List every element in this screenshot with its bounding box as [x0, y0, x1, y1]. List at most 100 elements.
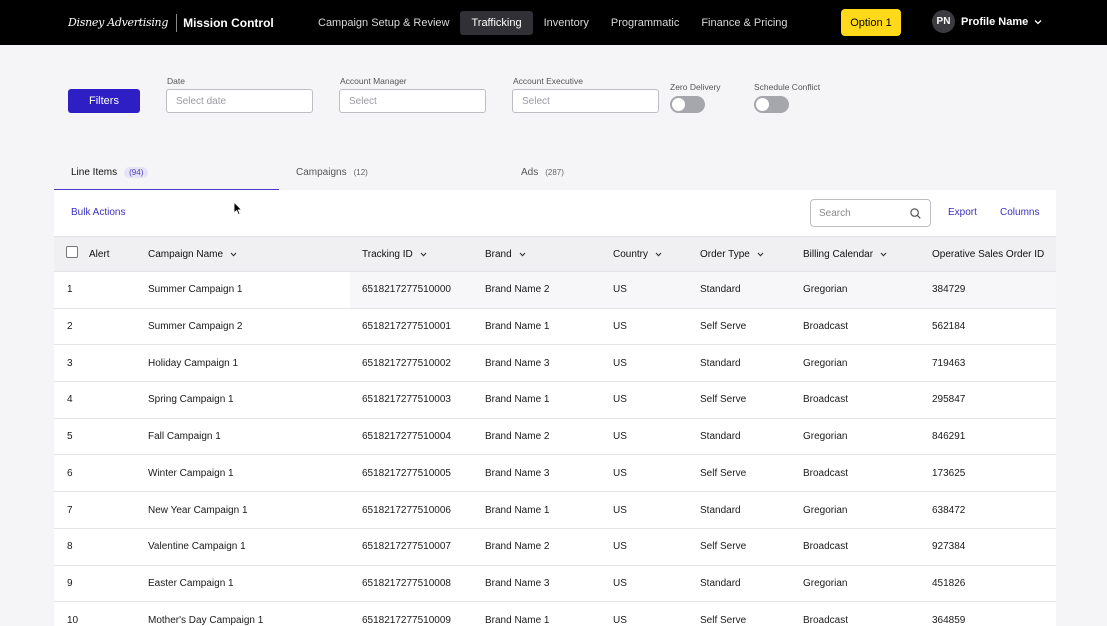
brand[interactable]: Disney Advertising Mission Control	[68, 0, 274, 45]
billing-calendar-cell: Broadcast	[803, 467, 849, 479]
sales-order-id-cell: 719463	[932, 357, 966, 369]
column-header-order-type[interactable]: Order Type	[700, 237, 764, 272]
tracking-id-cell: 6518217277510007	[362, 541, 451, 553]
sort-chevron-icon	[655, 252, 662, 257]
order-type-cell: Standard	[700, 431, 741, 443]
tab-ads[interactable]: Ads (287)	[521, 155, 564, 190]
sort-chevron-icon	[880, 252, 887, 257]
column-header-label: Billing Calendar	[803, 249, 874, 260]
option-button[interactable]: Option 1	[841, 9, 901, 36]
campaign-name-cell: Fall Campaign 1	[148, 431, 221, 443]
brand-cell: Brand Name 1	[485, 321, 550, 333]
brand-cell: Brand Name 1	[485, 614, 550, 626]
table-row[interactable]: 8 Valentine Campaign 1 6518217277510007 Bra…	[54, 528, 1056, 566]
account-manager-select[interactable]: Select	[339, 89, 486, 113]
tracking-id-cell: 6518217277510002	[362, 357, 451, 369]
country-cell: US	[613, 431, 627, 443]
schedule-conflict-toggle[interactable]	[754, 96, 789, 113]
country-cell: US	[613, 467, 627, 479]
column-header-country[interactable]: Country	[613, 237, 662, 272]
date-label: Date	[167, 76, 185, 86]
table-row[interactable]: 10 Mother's Day Campaign 1 651821727751000…	[54, 602, 1056, 626]
zero-delivery-label: Zero Delivery	[670, 82, 721, 92]
row-number: 8	[67, 541, 73, 553]
profile-menu[interactable]: PN Profile Name	[932, 10, 1042, 33]
sales-order-id-cell: 384729	[932, 284, 966, 296]
mouse-cursor-icon	[233, 201, 243, 216]
brand-logo: Disney Advertising	[68, 16, 169, 29]
order-type-cell: Self Serve	[700, 321, 747, 333]
country-cell: US	[613, 541, 627, 553]
billing-calendar-cell: Gregorian	[803, 357, 848, 369]
select-all-checkbox[interactable]	[66, 246, 78, 258]
account-executive-label: Account Executive	[513, 76, 583, 86]
nav-campaign-setup-review[interactable]: Campaign Setup & Review	[318, 16, 450, 29]
date-input[interactable]: Select date	[166, 89, 313, 113]
campaign-name-cell: Valentine Campaign 1	[148, 541, 246, 553]
column-header-billing-calendar[interactable]: Billing Calendar	[803, 237, 887, 272]
export-button[interactable]: Export	[948, 207, 977, 218]
column-header-tracking-id[interactable]: Tracking ID	[362, 237, 427, 272]
brand-cell: Brand Name 3	[485, 357, 550, 369]
order-type-cell: Self Serve	[700, 541, 747, 553]
country-cell: US	[613, 321, 627, 333]
brand-divider	[176, 13, 178, 32]
row-number: 4	[67, 394, 73, 406]
toggle-knob	[756, 98, 769, 111]
row-number: 5	[67, 431, 73, 443]
country-cell: US	[613, 284, 627, 296]
schedule-conflict-label: Schedule Conflict	[754, 82, 821, 92]
tab-campaigns[interactable]: Campaigns (12)	[296, 155, 368, 190]
nav-finance-pricing[interactable]: Finance & Pricing	[701, 16, 788, 29]
toggle-knob	[672, 98, 685, 111]
order-type-cell: Self Serve	[700, 614, 747, 626]
sort-chevron-icon	[519, 252, 526, 257]
sales-order-id-cell: 927384	[932, 541, 966, 553]
order-type-cell: Standard	[700, 504, 741, 516]
column-header-label: Brand	[485, 249, 512, 260]
search-input[interactable]: Search	[810, 199, 931, 227]
avatar: PN	[932, 10, 955, 33]
table-row[interactable]: 7 New Year Campaign 1 6518217277510006 Bran…	[54, 492, 1056, 529]
country-cell: US	[613, 357, 627, 369]
columns-button[interactable]: Columns	[1000, 207, 1040, 218]
account-manager-label: Account Manager	[340, 76, 407, 86]
campaign-name-cell: Spring Campaign 1	[148, 394, 234, 406]
main-nav: Campaign Setup & Review Trafficking Inve…	[307, 0, 799, 45]
row-number: 3	[67, 357, 73, 369]
app-title: Mission Control	[183, 15, 274, 30]
table-row[interactable]: 5 Fall Campaign 1 6518217277510004 Brand Na…	[54, 418, 1056, 456]
bulk-actions-button[interactable]: Bulk Actions	[71, 207, 126, 218]
search-icon	[910, 208, 921, 219]
tab-line-items[interactable]: Line Items (94)	[71, 155, 149, 190]
billing-calendar-cell: Broadcast	[803, 394, 849, 406]
campaign-name-cell: Easter Campaign 1	[148, 577, 234, 589]
tab-label: Line Items	[71, 167, 118, 178]
column-header-brand[interactable]: Brand	[485, 237, 526, 272]
sales-order-id-cell: 451826	[932, 577, 966, 589]
row-hover-mask	[54, 272, 350, 308]
table-row[interactable]: 6 Winter Campaign 1 6518217277510005 Brand …	[54, 455, 1056, 493]
table-row[interactable]: 3 Holiday Campaign 1 6518217277510002 Brand…	[54, 345, 1056, 383]
table-row[interactable]: 2 Summer Campaign 2 6518217277510001 Brand …	[54, 308, 1056, 346]
table-row[interactable]: 9 Easter Campaign 1 6518217277510008 Brand …	[54, 565, 1056, 603]
filters-button[interactable]: Filters	[68, 89, 140, 113]
nav-programmatic[interactable]: Programmatic	[610, 16, 680, 29]
column-header-campaign-name[interactable]: Campaign Name	[148, 237, 237, 272]
account-executive-select[interactable]: Select	[512, 89, 659, 113]
row-number: 9	[67, 577, 73, 589]
tab-count-badge: (94)	[124, 167, 149, 178]
zero-delivery-toggle[interactable]	[670, 96, 705, 113]
nav-trafficking[interactable]: Trafficking	[460, 10, 533, 35]
campaign-name-cell: New Year Campaign 1	[148, 504, 248, 516]
tab-label: Ads	[521, 167, 539, 178]
billing-calendar-cell: Broadcast	[803, 321, 849, 333]
nav-inventory[interactable]: Inventory	[543, 16, 589, 29]
table-row[interactable]: 1 Summer Campaign 1 6518217277510000 Brand …	[54, 272, 1056, 309]
column-header-operative-sales-order-id[interactable]: Operative Sales Order ID	[932, 249, 1045, 260]
table-row[interactable]: 4 Spring Campaign 1 6518217277510003 Brand …	[54, 382, 1056, 419]
sales-order-id-cell: 846291	[932, 431, 966, 443]
row-number: 2	[67, 321, 73, 333]
campaign-name-cell: Summer Campaign 2	[148, 321, 243, 333]
brand-cell: Brand Name 2	[485, 431, 550, 443]
